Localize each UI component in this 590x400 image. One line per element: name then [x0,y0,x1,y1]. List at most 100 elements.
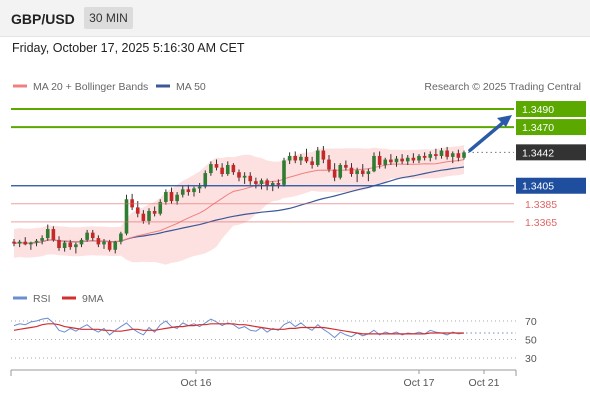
candle-body [450,153,455,157]
candle-body [29,242,33,245]
candle-body [102,241,106,245]
candle [220,163,224,177]
candle [85,229,89,242]
candle-body [259,180,264,184]
candle [355,167,359,183]
candle-body [147,211,151,221]
candle-body [456,153,461,158]
candle [456,149,461,162]
candle [34,238,39,247]
candle-body [231,164,236,173]
candle [360,164,365,177]
candle [12,238,16,247]
candle [304,148,309,164]
candle [237,169,241,182]
ma20-line [13,159,465,244]
candle [265,178,269,191]
candle-body [293,155,298,161]
candle-body [377,155,382,165]
candle [405,155,410,165]
candle-body [85,232,89,240]
candle-body [113,241,118,250]
candle-body [344,164,348,168]
candle [389,154,393,165]
candle-body [175,194,179,202]
rsi-ma-line [13,323,464,335]
candle-body [254,181,258,184]
candle-body [276,183,281,185]
candle-body [135,207,140,214]
resistance-value: 1.3490 [522,104,554,116]
candle [315,146,320,167]
candle-body [282,160,286,185]
candle-body [62,242,67,248]
ma20-legend-label: MA 20 + Bollinger Bands [33,81,148,93]
datetime-label: Friday, October 17, 2025 5:16:30 AM CET [12,41,245,55]
candle [248,172,253,185]
candle-body [315,150,320,165]
candle-body [400,158,404,162]
candle [102,238,106,249]
candle-body [270,183,275,186]
candle [186,184,191,196]
candle [45,224,50,241]
last-price-value: 1.3442 [522,147,554,159]
candle [450,151,455,164]
ma50-legend-label: MA 50 [176,81,206,93]
resistance-tag [516,119,586,136]
candle [130,193,134,211]
candle [51,226,56,242]
candle-body [411,157,416,161]
candle-body [428,154,433,158]
candle [197,183,202,193]
candle-body [422,155,427,158]
timeframe-button[interactable]: 30 MIN [84,7,133,29]
candle-body [242,175,247,178]
candle [113,240,118,254]
candle-body [439,150,444,156]
support-value: 1.3365 [525,217,557,229]
candle-body [164,192,168,202]
candle-body [389,159,393,163]
candle [394,155,399,167]
candle [68,239,73,250]
candle-body [360,170,365,174]
candle [349,163,354,177]
x-tick-label: Oct 17 [404,377,435,389]
candle-body [405,157,410,162]
candle [332,163,337,182]
candle-body [107,241,112,250]
candle [383,157,388,169]
candle [119,231,123,245]
candle [293,151,298,164]
pivot-tag [516,177,586,194]
candle-body [225,164,230,174]
candle [23,237,28,246]
candle [17,239,22,248]
candle-body [197,186,202,189]
candle [209,161,213,176]
candle-body [304,156,309,162]
candle [62,240,67,252]
candle [74,242,78,254]
candle [40,235,44,245]
candle [192,186,196,197]
candle-body [332,169,337,178]
chart-header: GBP/USD 30 MIN [0,0,590,37]
candle-body [34,240,39,243]
candle-body [12,241,16,244]
candle [321,146,326,164]
candle [107,239,112,252]
x-tick-label: Oct 21 [469,377,500,389]
candle [29,241,33,250]
candle-body [192,188,196,193]
candle-body [74,244,78,248]
last-price-tag [516,144,586,161]
candle [164,189,168,205]
candle [422,152,427,161]
candle [282,157,286,187]
candle [57,236,61,251]
candle [169,187,174,204]
candle-body [372,155,376,172]
candle-body [349,167,354,174]
